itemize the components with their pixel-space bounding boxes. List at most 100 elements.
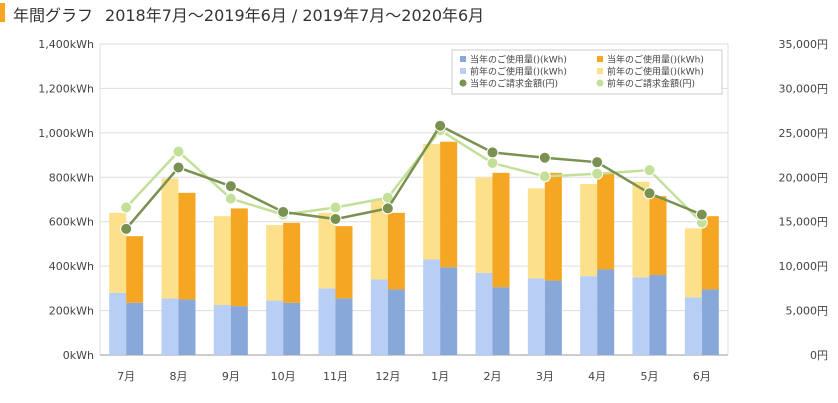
line-point [172, 161, 185, 174]
x-tick-label: 5月 [641, 370, 659, 383]
line-point [591, 156, 604, 169]
bar [597, 172, 615, 270]
line-point [434, 119, 447, 132]
bar [178, 192, 196, 300]
bar [283, 302, 301, 355]
bar [126, 236, 144, 303]
bar [527, 188, 545, 279]
bar [492, 287, 510, 355]
legend-swatch [460, 56, 466, 62]
line-point [120, 201, 133, 214]
bar [335, 298, 353, 355]
line-point [329, 201, 342, 214]
line-point [381, 202, 394, 215]
bar [283, 222, 301, 303]
y-right-tick-label: 10,000円 [779, 260, 829, 273]
bar [230, 208, 248, 307]
legend-label: 前年のご使用量()(kWh) [607, 66, 704, 78]
bar [387, 289, 405, 355]
legend-label: 当年のご使用量()(kWh) [607, 54, 704, 66]
bar [370, 279, 388, 355]
line-point [277, 205, 290, 218]
bar [544, 280, 562, 355]
bar [423, 259, 441, 355]
legend-swatch [597, 68, 603, 74]
bar [492, 172, 510, 288]
x-tick-label: 12月 [375, 370, 400, 383]
y-right-tick-label: 25,000円 [779, 127, 829, 140]
bar [213, 305, 231, 355]
y-left-tick-label: 0kWh [63, 349, 94, 362]
bar [126, 302, 144, 355]
bar [423, 143, 441, 260]
y-right-tick-label: 20,000円 [779, 171, 829, 184]
bar [684, 228, 702, 298]
line-point [486, 146, 499, 159]
y-left-tick-label: 1,200kWh [38, 82, 94, 95]
title-period: 2018年7月～2019年6月 / 2019年7月～2020年6月 [105, 6, 485, 25]
series-line [125, 124, 703, 230]
bar [266, 225, 284, 301]
title-text: 年間グラフ [13, 6, 94, 25]
line-point [643, 187, 656, 200]
bar [580, 183, 598, 277]
y-left-tick-label: 800kWh [49, 171, 94, 184]
bar [649, 196, 667, 276]
line-point [172, 145, 185, 158]
bar [109, 292, 127, 355]
line-point [120, 222, 133, 235]
legend-swatch [596, 79, 604, 87]
bar [649, 275, 667, 355]
bar [701, 216, 719, 290]
y-right-tick-label: 35,000円 [779, 38, 829, 51]
line-point [591, 167, 604, 180]
legend-label: 当年のご使用量()(kWh) [470, 54, 567, 66]
bar [632, 277, 650, 355]
bar [161, 298, 179, 355]
line-point [538, 170, 551, 183]
y-left-tick-label: 600kWh [49, 216, 94, 229]
y-right-tick-label: 0円 [810, 349, 828, 362]
line-point [329, 213, 342, 226]
bar [440, 141, 458, 268]
bar [370, 199, 388, 280]
bar [161, 178, 179, 299]
title-accent-bar [0, 3, 5, 22]
bar [213, 216, 231, 306]
line-point [486, 157, 499, 170]
x-tick-label: 11月 [323, 370, 348, 383]
legend-label: 当年のご請求金額(円) [470, 78, 558, 90]
legend-box [451, 49, 723, 95]
page-title: 年間グラフ 2018年7月～2019年6月 / 2019年7月～2020年6月 [13, 2, 484, 26]
legend-swatch [597, 56, 603, 62]
y-left-tick-label: 400kWh [49, 260, 94, 273]
line-point [643, 164, 656, 177]
bar [475, 177, 493, 273]
y-left-tick-label: 1,400kWh [38, 38, 94, 51]
header: 年間グラフ 2018年7月～2019年6月 / 2019年7月～2020年6月 [0, 0, 838, 28]
legend-label: 前年のご使用量()(kWh) [470, 66, 567, 78]
bar [335, 226, 353, 299]
bar [266, 300, 284, 355]
bar [527, 278, 545, 355]
bar [597, 269, 615, 355]
line-point [224, 192, 237, 205]
bar [440, 267, 458, 355]
x-tick-label: 8月 [170, 370, 188, 383]
legend-swatch [460, 68, 466, 74]
x-tick-label: 1月 [431, 370, 449, 383]
y-left-tick-label: 1,000kWh [38, 127, 94, 140]
line-point [538, 151, 551, 164]
y-right-tick-label: 15,000円 [779, 216, 829, 229]
bar [632, 181, 650, 278]
bar [701, 289, 719, 355]
bar [684, 297, 702, 355]
x-tick-label: 9月 [222, 370, 240, 383]
bar [387, 212, 405, 290]
bar [475, 272, 493, 355]
line-point [224, 180, 237, 193]
x-tick-label: 7月 [117, 370, 135, 383]
bar [178, 299, 196, 355]
y-left-tick-label: 200kWh [49, 305, 94, 318]
